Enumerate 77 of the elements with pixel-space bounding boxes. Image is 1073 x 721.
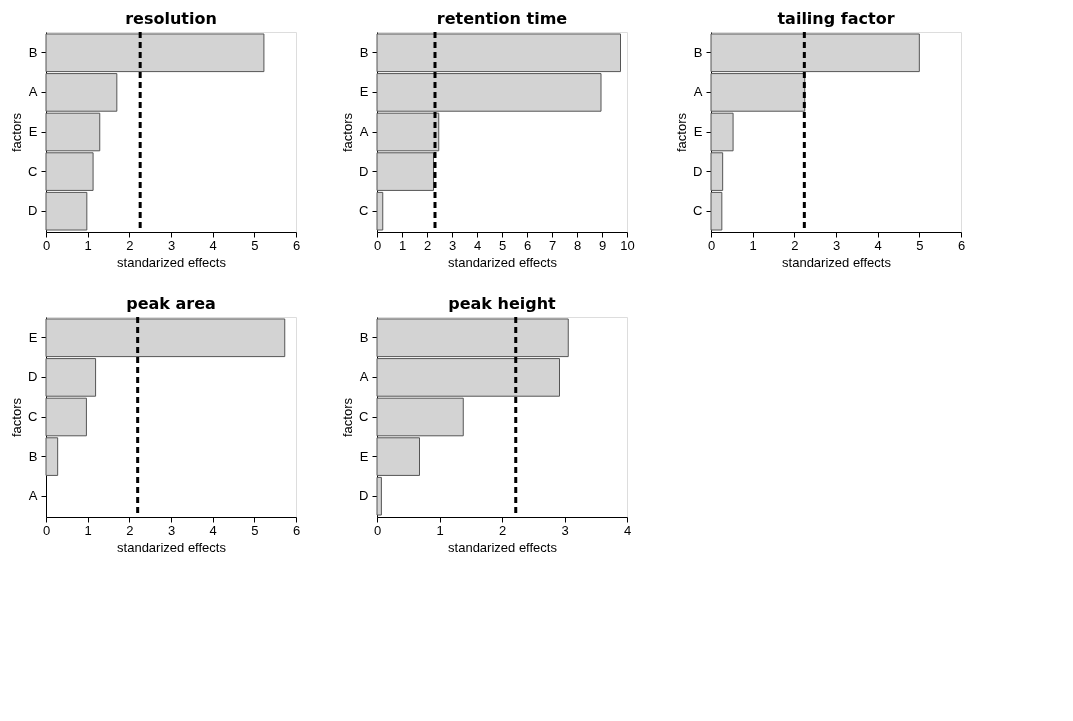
- y-tick-label: D: [28, 203, 38, 219]
- x-tick-label: 8: [573, 237, 582, 253]
- y-tick-label: C: [359, 409, 369, 424]
- x-axis-title: standarized effects: [448, 254, 558, 270]
- y-tick-label: A: [693, 84, 703, 100]
- x-axis-title: standarized effects: [117, 254, 227, 270]
- chart-title: peak height: [448, 293, 557, 313]
- x-tick-label: 1: [84, 237, 92, 253]
- y-tick-label: C: [693, 203, 703, 219]
- x-tick-label: 2: [126, 522, 134, 538]
- x-tick-label: 4: [209, 522, 217, 538]
- x-tick-label: 0: [707, 237, 716, 253]
- x-tick-label: 2: [423, 237, 432, 253]
- x-tick-label: 4: [473, 237, 482, 253]
- x-tick-label: 3: [167, 237, 176, 253]
- x-tick-label: 1: [84, 522, 92, 538]
- x-tick-label: 1: [436, 522, 444, 538]
- x-tick-label: 5: [498, 237, 507, 253]
- y-tick-label: C: [28, 409, 38, 424]
- y-tick-label: D: [359, 163, 369, 179]
- y-tick-label: B: [359, 329, 369, 345]
- x-tick-label: 5: [251, 237, 259, 253]
- y-axis-title: factors: [340, 112, 356, 153]
- y-axis-title: factors: [9, 397, 25, 438]
- x-axis-title: standarized effects: [448, 539, 558, 555]
- x-tick-label: 2: [498, 522, 507, 538]
- x-tick-label: 0: [373, 522, 382, 538]
- y-tick-label: A: [28, 84, 38, 100]
- x-tick-label: 1: [398, 237, 407, 253]
- y-tick-label: B: [28, 448, 38, 464]
- y-tick-label: D: [693, 163, 703, 179]
- x-tick-label: 4: [623, 522, 632, 538]
- x-axis-title: standarized effects: [117, 539, 227, 555]
- x-tick-label: 0: [42, 237, 51, 253]
- y-tick-label: A: [28, 488, 38, 504]
- y-tick-label: E: [693, 124, 703, 139]
- x-tick-label: 4: [209, 237, 217, 253]
- x-tick-label: 2: [791, 237, 799, 253]
- chart-title: resolution: [125, 8, 217, 28]
- x-tick-label: 6: [292, 522, 301, 538]
- y-tick-label: E: [28, 124, 38, 139]
- x-tick-label: 2: [126, 237, 134, 253]
- y-tick-label: D: [359, 488, 369, 504]
- x-tick-label: 6: [292, 237, 301, 253]
- x-tick-label: 9: [598, 237, 607, 253]
- y-tick-label: E: [359, 448, 369, 464]
- y-axis-title: factors: [9, 112, 25, 153]
- x-tick-label: 3: [561, 522, 569, 538]
- y-axis-title: factors: [340, 397, 356, 438]
- y-tick-label: B: [693, 44, 703, 60]
- x-tick-label: 5: [916, 237, 924, 253]
- chart-title: retention time: [436, 8, 568, 28]
- y-tick-label: B: [28, 44, 38, 60]
- chart-title: peak area: [126, 293, 216, 313]
- x-tick-label: 6: [957, 237, 966, 253]
- chart-title: tailing factor: [777, 8, 895, 28]
- x-tick-label: 3: [448, 237, 457, 253]
- y-tick-label: E: [28, 329, 38, 345]
- x-tick-label: 4: [874, 237, 882, 253]
- x-tick-label: 7: [548, 237, 557, 253]
- y-tick-label: A: [359, 369, 369, 385]
- x-tick-label: 5: [251, 522, 259, 538]
- y-tick-label: A: [359, 124, 369, 139]
- y-tick-label: C: [359, 203, 369, 219]
- y-axis-title: factors: [674, 112, 690, 153]
- x-tick-label: 0: [373, 237, 382, 253]
- x-tick-label: 10: [620, 237, 635, 253]
- x-tick-label: 3: [832, 237, 841, 253]
- x-tick-label: 1: [749, 237, 757, 253]
- x-tick-label: 0: [42, 522, 51, 538]
- x-tick-label: 3: [167, 522, 176, 538]
- y-tick-label: B: [359, 44, 369, 60]
- x-tick-label: 6: [523, 237, 532, 253]
- y-tick-label: C: [28, 163, 38, 179]
- y-tick-label: E: [359, 84, 369, 100]
- y-tick-label: D: [28, 369, 38, 385]
- x-axis-title: standarized effects: [782, 254, 892, 270]
